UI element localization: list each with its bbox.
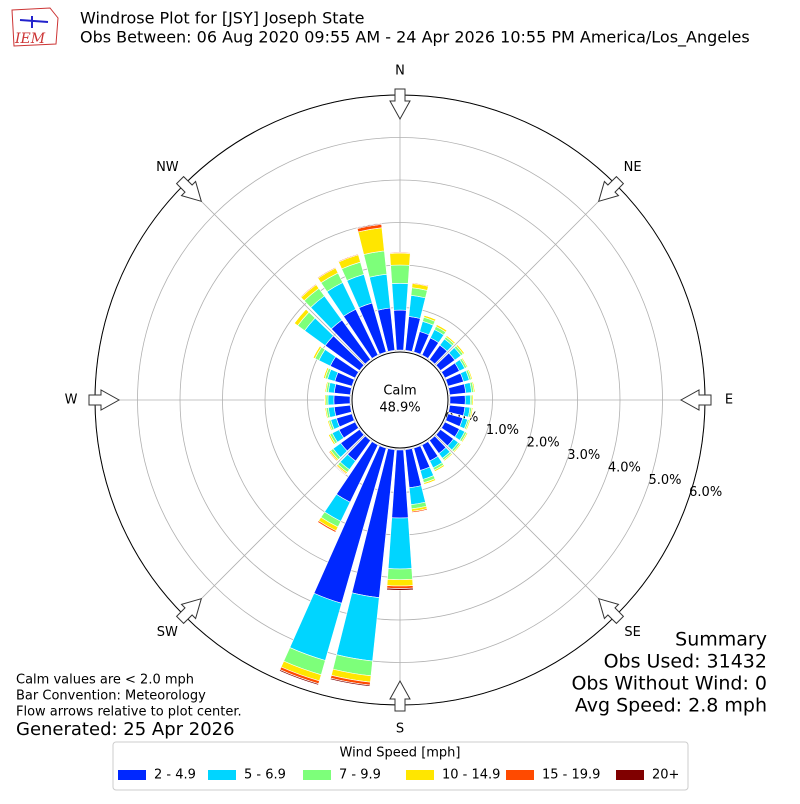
summary-line: Obs Without Wind: 0 [571, 673, 767, 695]
direction-label: NE [624, 160, 642, 175]
radial-tick-label: 2.0% [527, 435, 560, 450]
radial-tick-label: 4.0% [608, 460, 641, 475]
bar-segment [387, 579, 413, 586]
bar-segment [387, 569, 412, 580]
generated: Generated: 25 Apr 2026 [16, 719, 235, 740]
direction-label: SE [624, 625, 640, 640]
legend-label: 15 - 19.9 [542, 768, 600, 783]
legend-title: Wind Speed [mph] [340, 746, 461, 761]
bar-segment [394, 310, 407, 350]
bar-segment [388, 518, 412, 569]
bar-segment [387, 588, 414, 590]
legend-label: 2 - 4.9 [154, 768, 196, 783]
calm-value: 48.9% [379, 401, 420, 416]
title: Windrose Plot for [JSY] Joseph State [80, 9, 364, 28]
bar-segment [328, 395, 334, 405]
calm-label: Calm [383, 384, 416, 399]
radial-tick-label: 3.0% [567, 448, 600, 463]
flow-arrow [681, 390, 711, 410]
bar-segment [390, 253, 410, 265]
legend-swatch [208, 770, 236, 780]
radial-tick-label: 5.0% [649, 473, 682, 488]
direction-label: W [65, 393, 78, 408]
legend-label: 20+ [652, 768, 679, 783]
legend-swatch [118, 770, 146, 780]
direction-label: SW [157, 625, 178, 640]
bar-segment [358, 228, 384, 255]
note: Calm values are < 2.0 mph [16, 673, 194, 688]
flow-arrow [390, 89, 410, 119]
radial-tick-label: 6.0% [689, 485, 722, 500]
legend-swatch [406, 770, 434, 780]
legend-swatch [506, 770, 534, 780]
bar-segment [409, 295, 426, 318]
plot: 0.0%1.0%2.0%3.0%4.0%5.0%6.0%NNEESESSWWNW… [65, 64, 734, 737]
note: Flow arrows relative to plot center. [16, 705, 242, 720]
direction-label: N [395, 64, 405, 79]
bar-segment [409, 486, 425, 505]
legend-label: 10 - 14.9 [442, 768, 500, 783]
bar-segment [450, 395, 465, 404]
grid-spoke [435, 184, 615, 364]
bar-segment [391, 265, 410, 284]
bar-segment [465, 395, 470, 405]
summary-line: Avg Speed: 2.8 mph [575, 695, 767, 717]
bar-segment [334, 395, 350, 404]
note: Bar Convention: Meteorology [16, 689, 206, 704]
bar-segment [392, 450, 408, 518]
bar-segment [336, 593, 379, 661]
radial-tick-label: 1.0% [486, 423, 519, 438]
flow-arrow [89, 390, 119, 410]
bar-segment [364, 251, 387, 277]
direction-label: E [725, 393, 733, 408]
legend-swatch [616, 770, 644, 780]
bar-segment [392, 283, 408, 310]
subtitle: Obs Between: 06 Aug 2020 09:55 AM - 24 A… [80, 28, 750, 48]
logo: IEM [12, 8, 58, 47]
summary-title: Summary [675, 629, 767, 651]
flow-arrow [390, 681, 410, 711]
legend-label: 5 - 6.9 [244, 768, 286, 783]
legend-swatch [303, 770, 331, 780]
bar-segment [290, 593, 342, 660]
direction-label: S [396, 722, 404, 737]
legend-label: 7 - 9.9 [339, 768, 381, 783]
direction-label: NW [156, 160, 179, 175]
summary-line: Obs Used: 31432 [604, 651, 767, 673]
logo-text: IEM [14, 31, 46, 47]
